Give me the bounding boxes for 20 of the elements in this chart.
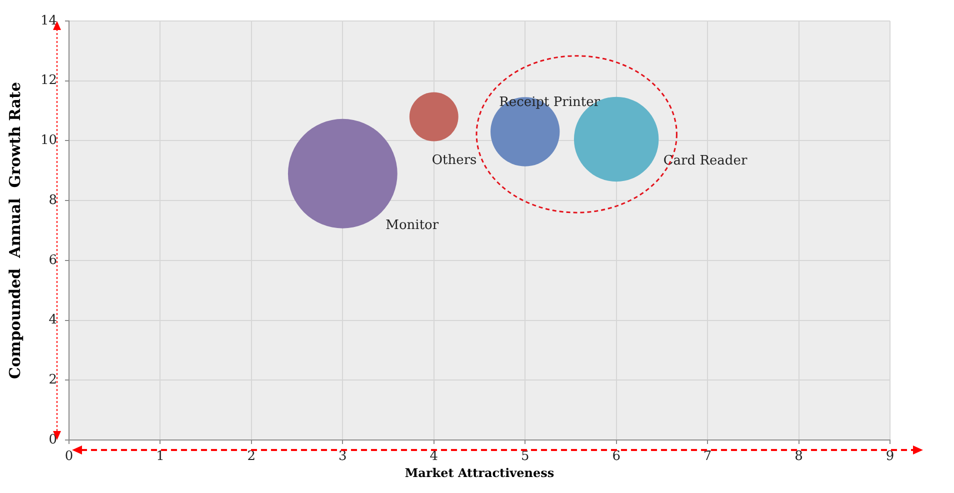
x-axis-title: Market Attractiveness bbox=[404, 466, 554, 480]
y-tick-label: 4 bbox=[48, 312, 57, 328]
y-tick-label: 14 bbox=[40, 13, 57, 28]
series-label: Others bbox=[432, 153, 477, 168]
y-axis-title: Compounded Annual Growth Rate bbox=[6, 82, 24, 379]
x-tick-label: 9 bbox=[886, 449, 894, 464]
y-tick-label: 6 bbox=[48, 252, 57, 268]
series-label: Monitor bbox=[386, 218, 440, 234]
y-tick-label: 12 bbox=[40, 73, 57, 88]
x-tick-label: 1 bbox=[156, 449, 164, 464]
series-label: Card Reader bbox=[663, 154, 748, 169]
x-tick-label: 2 bbox=[247, 449, 256, 464]
x-tick-label: 6 bbox=[612, 449, 620, 464]
y-tick-label: 10 bbox=[40, 133, 57, 148]
y-tick-label: 8 bbox=[48, 192, 57, 208]
y-tick-label: 2 bbox=[48, 372, 57, 388]
x-tick-label: 0 bbox=[64, 449, 74, 464]
x-tick-label: 8 bbox=[794, 449, 803, 464]
y-tick-label: 0 bbox=[48, 432, 57, 448]
x-tick-label: 4 bbox=[430, 449, 438, 464]
